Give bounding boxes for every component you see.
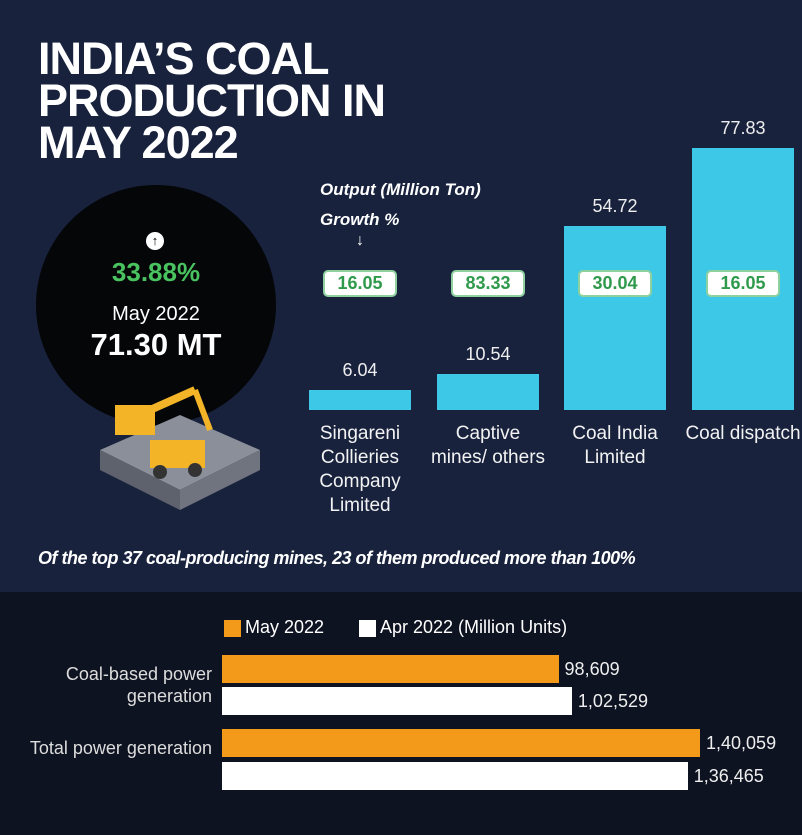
growth-badge: 83.33 xyxy=(451,270,525,297)
category-label: Total power generation xyxy=(29,738,212,758)
chart-title: INDIA’S COAL PRODUCTION IN MAY 2022 xyxy=(38,33,386,168)
legend-swatch xyxy=(359,620,376,637)
value-label: 1,36,465 xyxy=(693,766,764,786)
value-label: 54.72 xyxy=(592,195,638,216)
growth-label: Growth % xyxy=(320,210,400,229)
category-label: Coal India Limited xyxy=(572,423,658,468)
category-label: Captive mines/ others xyxy=(430,423,546,468)
growth-badge: 16.05 xyxy=(706,270,780,297)
excavator-icon xyxy=(100,386,260,510)
bar xyxy=(437,374,539,410)
up-icon: ↑ xyxy=(146,232,164,250)
legend-swatch xyxy=(224,620,241,637)
bar xyxy=(309,389,411,410)
legend-label: May 2022 xyxy=(245,617,325,637)
bar xyxy=(564,225,666,410)
note: Of the top 37 coal-producing mines, 23 o… xyxy=(38,548,636,568)
highlight-circle: ↑ 33.88% May 2022 71.30 MT xyxy=(36,185,276,425)
growth-badge: 30.04 xyxy=(578,270,652,297)
bar xyxy=(222,762,688,790)
total: 71.30 MT xyxy=(90,327,222,362)
value-label: 1,02,529 xyxy=(577,691,648,711)
growth-value: 33.88% xyxy=(111,257,201,287)
bar xyxy=(222,655,559,683)
output-label: Output (Million Ton) xyxy=(320,180,481,199)
value-label: 77.83 xyxy=(720,117,766,138)
bar xyxy=(222,729,701,757)
bar xyxy=(222,687,572,715)
value-label: 98,609 xyxy=(564,659,620,679)
category-label: Coal-based power generation xyxy=(65,664,212,706)
arrow: ↓ xyxy=(356,232,364,249)
value-label: 10.54 xyxy=(465,344,511,365)
legend-label: Apr 2022 (Million Units) xyxy=(380,617,568,637)
category-label: Singareni Collieries Company Limited xyxy=(319,423,401,516)
value-label: 1,40,059 xyxy=(706,733,777,753)
month: May 2022 xyxy=(112,303,200,325)
value-label: 6.04 xyxy=(342,359,378,380)
category-label: Coal dispatch xyxy=(685,423,801,444)
growth-badge: 16.05 xyxy=(323,270,397,297)
